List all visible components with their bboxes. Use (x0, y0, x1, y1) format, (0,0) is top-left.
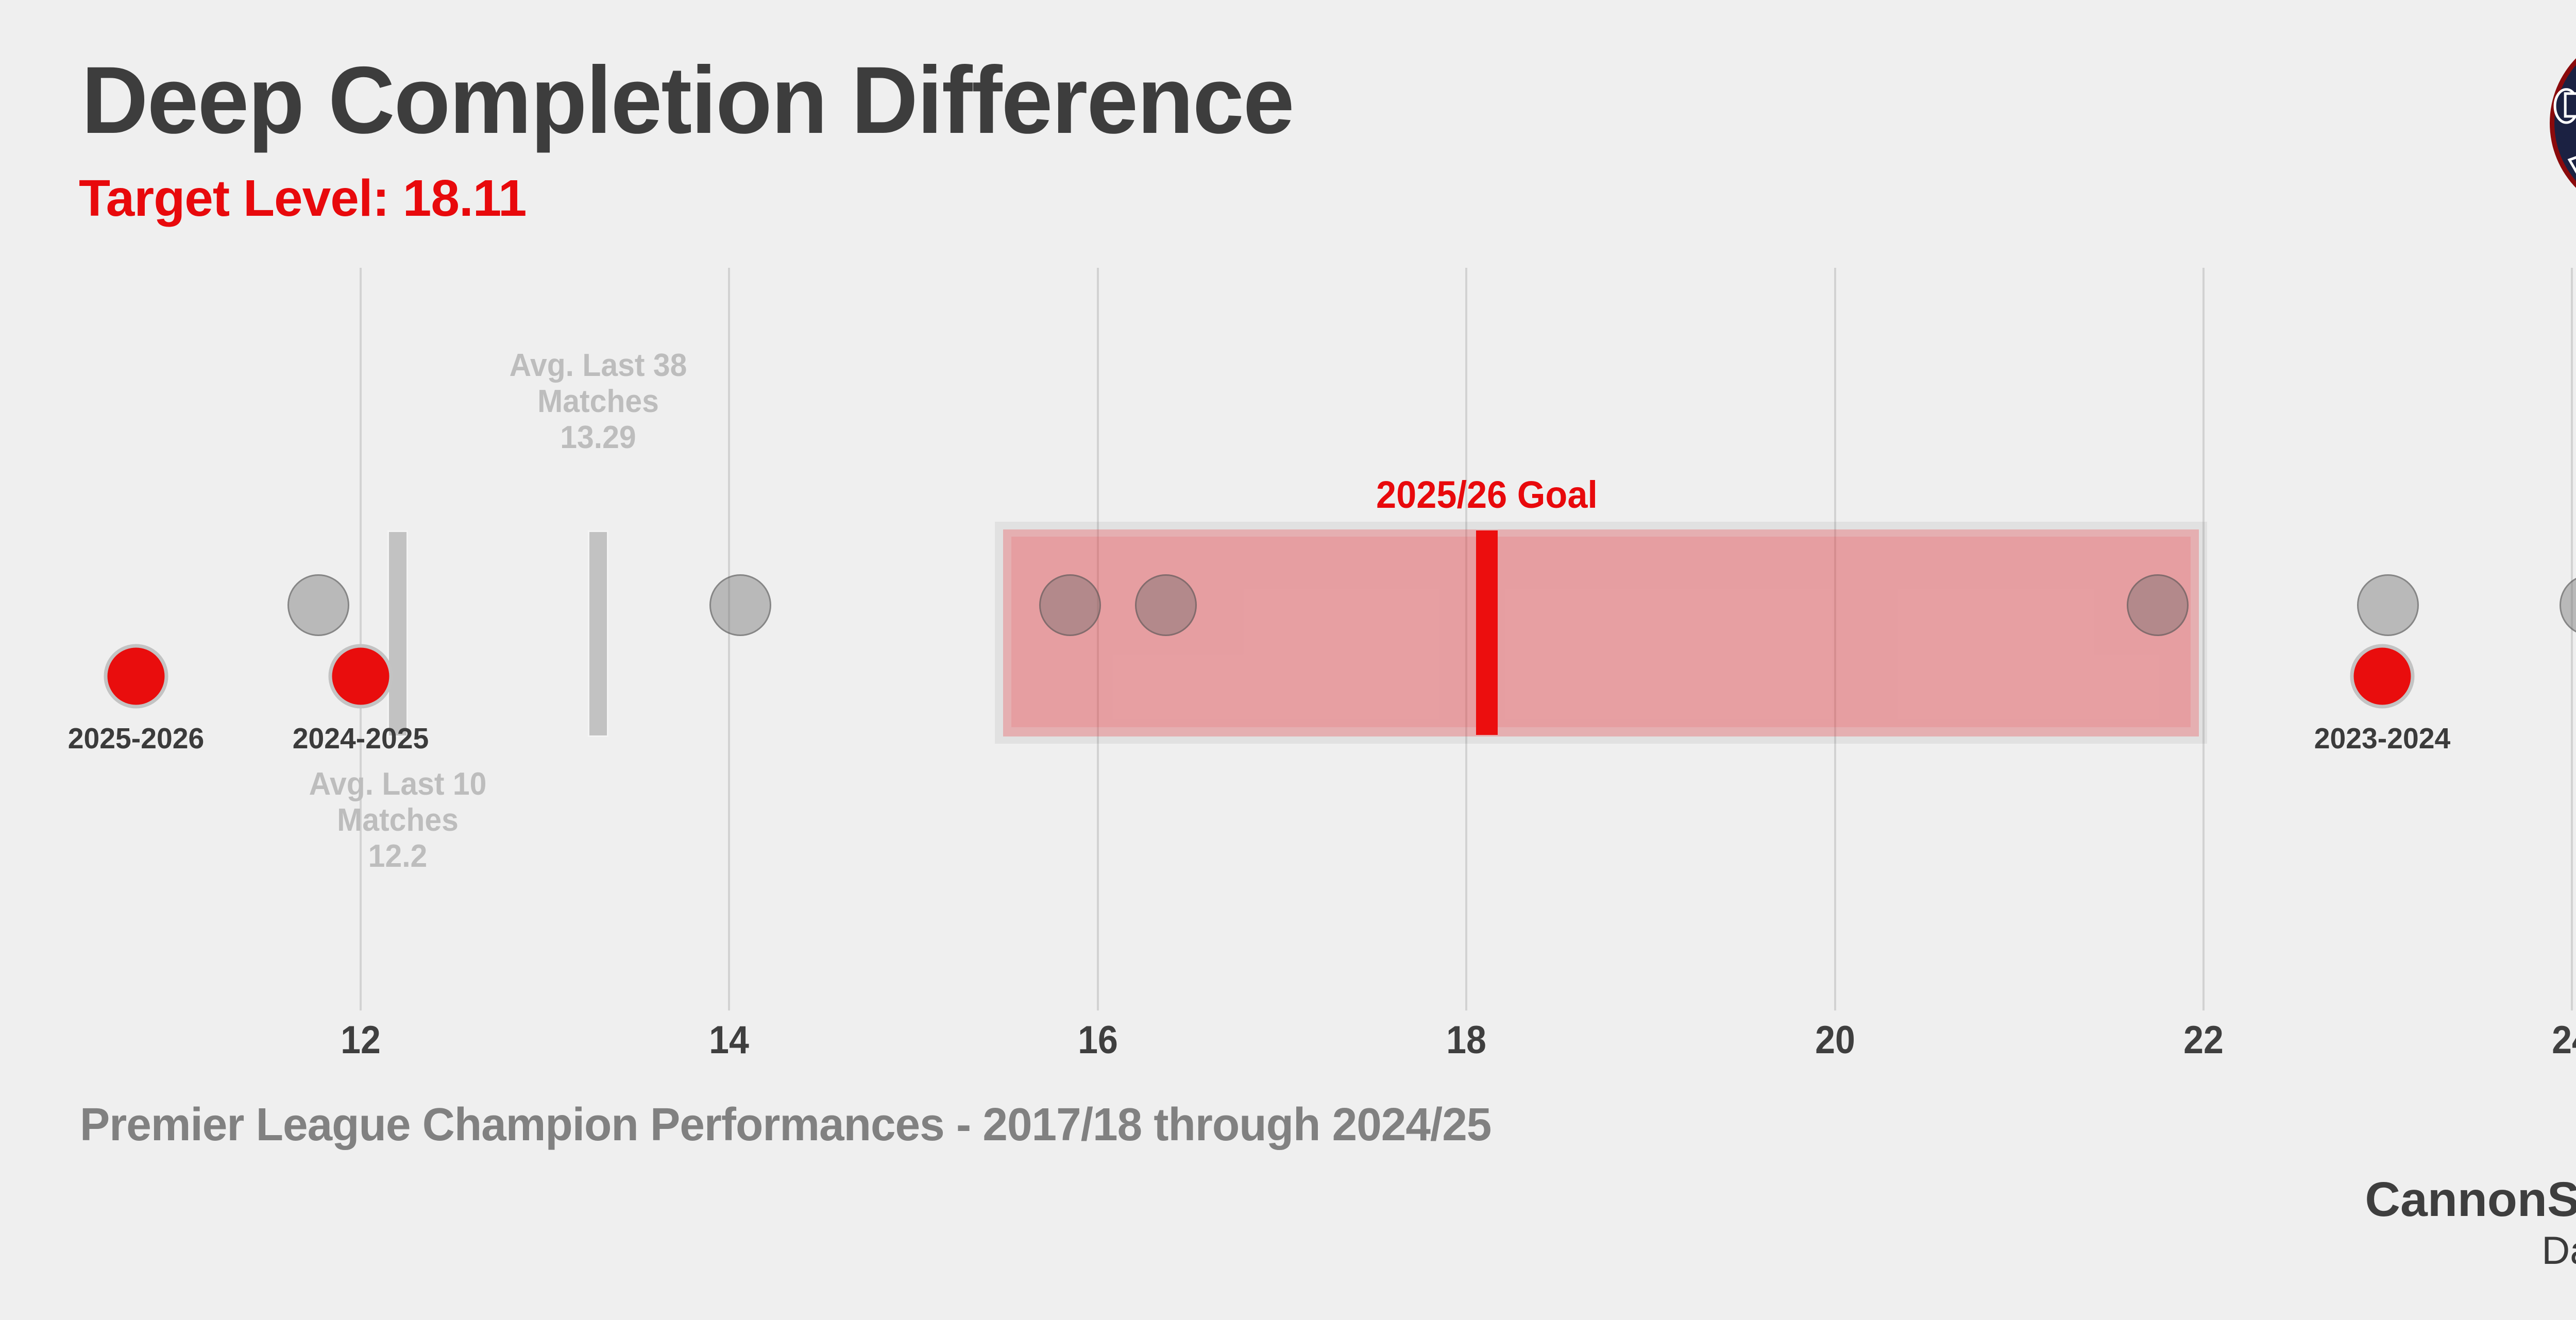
avg-marker-label-line: 12.2 (368, 838, 427, 874)
champion-dot-3 (1135, 574, 1197, 636)
x-tick-label-22: 22 (2183, 1018, 2224, 1062)
x-tick-label-18: 18 (1446, 1018, 1487, 1062)
cannonstats-logo: CANNON STATS (2550, 30, 2576, 188)
gridline-24 (2571, 268, 2573, 1010)
avg-marker-bar-1 (388, 532, 406, 735)
x-tick-label-16: 16 (1077, 1018, 1118, 1062)
champion-dot-4 (2126, 574, 2189, 636)
page-title: Deep Completion Difference (81, 47, 1295, 153)
avg-marker-label-line: 13.29 (560, 420, 637, 455)
champion-dot-0 (287, 574, 349, 636)
chart-caption: Premier League Champion Performances - 2… (80, 1099, 1492, 1151)
gridline-14 (728, 268, 731, 1010)
goal-label: 2025/26 Goal (1376, 473, 1598, 516)
season-dot-2023-2024 (2350, 644, 2415, 709)
x-tick-label-14: 14 (709, 1018, 750, 1062)
avg-marker-bar-0 (589, 532, 607, 735)
target-band-inner (1011, 537, 2191, 727)
cannon-icon (2553, 88, 2576, 174)
gridline-16 (1096, 268, 1099, 1010)
gridline-20 (1834, 268, 1836, 1010)
target-band-mid (1003, 529, 2199, 736)
champion-dot-2 (1039, 574, 1101, 636)
target-band-outer (994, 522, 2207, 744)
goal-line (1476, 530, 1498, 735)
season-label-2023-2024: 2023-2024 (2314, 722, 2451, 755)
avg-marker-label-line: Matches (537, 384, 659, 419)
season-label-2025-2026: 2025-2026 (67, 722, 204, 755)
champion-dot-5 (2357, 574, 2419, 636)
avg-marker-label-0: Avg. Last 38 Matches 13.29 (510, 348, 687, 456)
x-tick-label-24: 24 (2552, 1018, 2576, 1062)
avg-marker-label-line: Avg. Last 38 (510, 348, 687, 383)
x-tick-label-20: 20 (1815, 1018, 1855, 1062)
footer-source: Data via Opta (2541, 1229, 2576, 1273)
season-dot-2024-2025 (328, 644, 393, 709)
gridline-12 (360, 268, 362, 1010)
avg-marker-label-line: Matches (336, 802, 459, 838)
footer-site: CannonStats.com (2365, 1172, 2576, 1227)
x-tick-label-12: 12 (341, 1018, 381, 1062)
season-dot-2025-2026 (104, 644, 168, 709)
target-level-label: Target Level: 18.11 (79, 169, 527, 227)
gridline-22 (2202, 268, 2205, 1010)
champion-dot-1 (709, 574, 771, 636)
champion-dot-6 (2560, 574, 2576, 636)
avg-marker-label-line: Avg. Last 10 (309, 766, 486, 802)
avg-marker-label-1: Avg. Last 10 Matches 12.2 (309, 766, 486, 875)
season-label-2024-2025: 2024-2025 (292, 722, 429, 755)
gridline-18 (1465, 268, 1468, 1010)
